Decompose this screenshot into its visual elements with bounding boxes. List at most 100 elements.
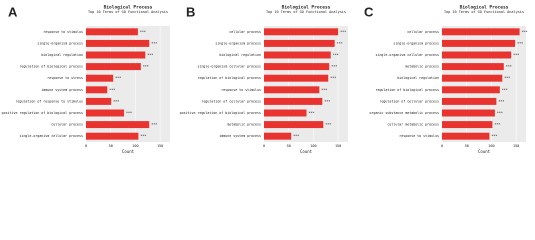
bar <box>264 132 292 140</box>
significance-marker: *** <box>113 99 119 103</box>
bar <box>442 39 516 47</box>
x-tick-label: 150 <box>513 144 519 148</box>
bar <box>264 86 320 94</box>
significance-marker: *** <box>498 99 504 103</box>
bar <box>264 39 335 47</box>
x-tick-label: 50 <box>287 144 291 148</box>
y-tick-label: biological regulation <box>397 76 439 80</box>
y-tick-label: response to stimulus <box>43 30 83 34</box>
chart-subtitle: Top 10 Terms of GO Functional Analysis <box>444 10 524 14</box>
bar <box>442 121 493 129</box>
significance-marker: *** <box>321 88 327 92</box>
y-tick-label: metabolic process <box>227 123 261 127</box>
x-tick-label: 0 <box>85 144 87 148</box>
y-tick-label: cellular process <box>229 30 261 34</box>
significance-marker: *** <box>308 111 314 115</box>
bar <box>442 97 497 105</box>
significance-marker: *** <box>147 53 153 57</box>
bar <box>442 74 503 82</box>
significance-marker: *** <box>126 111 132 115</box>
bar <box>86 121 150 129</box>
significance-marker: *** <box>513 53 519 57</box>
significance-marker: *** <box>140 30 146 34</box>
y-tick-label: cellular process <box>407 30 439 34</box>
significance-marker: *** <box>324 99 330 103</box>
significance-marker: *** <box>151 41 157 45</box>
bar <box>86 86 108 94</box>
y-tick-label: response to stimulus <box>399 134 439 138</box>
bar <box>86 28 138 36</box>
significance-marker: *** <box>151 123 157 127</box>
y-tick-label: regulation of biological process <box>19 65 83 69</box>
bar <box>442 51 512 59</box>
significance-marker: *** <box>494 123 500 127</box>
y-tick-label: organic substance metabolic process <box>370 111 439 115</box>
y-tick-label: biological regulation <box>219 53 261 57</box>
x-tick-label: 100 <box>310 144 316 148</box>
significance-marker: *** <box>491 134 497 138</box>
y-tick-label: response to stress <box>47 76 83 80</box>
y-tick-label: regulation of response to stimulus <box>16 99 84 103</box>
x-axis-label: Count <box>478 149 491 154</box>
y-tick-label: single-organism cellular process <box>19 134 83 138</box>
significance-marker: *** <box>140 134 146 138</box>
significance-marker: *** <box>522 30 528 34</box>
y-tick-label: immune system process <box>41 88 83 92</box>
bar <box>442 86 500 94</box>
y-tick-label: single-organism cellular process <box>197 65 261 69</box>
chart-subtitle: Top 10 Terms of GO Functional Analysis <box>266 10 346 14</box>
panel-label: C <box>364 4 374 19</box>
significance-marker: *** <box>325 123 331 127</box>
chart-subtitle: Top 10 Terms of GO Functional Analysis <box>88 10 168 14</box>
significance-marker: *** <box>143 65 149 69</box>
significance-marker: *** <box>506 65 512 69</box>
bar <box>86 74 114 82</box>
bar <box>86 39 150 47</box>
y-tick-label: regulation of biological process <box>197 76 261 80</box>
y-tick-label: single-organism process <box>37 41 83 45</box>
chart-title: Biological Process <box>104 5 153 11</box>
chart-title: Biological Process <box>282 5 331 11</box>
bar <box>86 97 112 105</box>
bar <box>86 51 146 59</box>
y-tick-label: single-organism process <box>215 41 261 45</box>
y-tick-label: regulation of cellular process <box>201 99 261 103</box>
bar <box>264 121 324 129</box>
y-tick-label: single-organism process <box>393 41 439 45</box>
bar <box>442 63 504 71</box>
bar <box>264 51 331 59</box>
bar <box>86 132 139 140</box>
significance-marker: *** <box>502 88 508 92</box>
y-tick-label: positive regulation of biological proces… <box>180 111 261 115</box>
y-tick-label: cellular metabolic process <box>387 123 439 127</box>
significance-marker: *** <box>504 76 510 80</box>
x-tick-label: 0 <box>263 144 265 148</box>
significance-marker: *** <box>330 76 336 80</box>
y-tick-label: positive regulation of biological proces… <box>2 111 83 115</box>
y-tick-label: cellular process <box>51 123 83 127</box>
significance-marker: *** <box>333 53 339 57</box>
panel-label: B <box>186 4 195 19</box>
significance-marker: *** <box>115 76 121 80</box>
x-tick-label: 100 <box>488 144 494 148</box>
bar <box>442 132 490 140</box>
significance-marker: *** <box>109 88 115 92</box>
significance-marker: *** <box>331 65 337 69</box>
significance-marker: *** <box>517 41 523 45</box>
bar <box>264 63 330 71</box>
significance-marker: *** <box>497 111 503 115</box>
bar <box>442 109 495 117</box>
bar <box>264 97 323 105</box>
x-tick-label: 100 <box>132 144 138 148</box>
y-tick-label: regulation of biological process <box>375 88 439 92</box>
x-tick-label: 150 <box>157 144 163 148</box>
panel-label: A <box>8 4 18 19</box>
x-tick-label: 150 <box>335 144 341 148</box>
x-tick-label: 50 <box>109 144 113 148</box>
y-tick-label: single-organism cellular process <box>375 53 439 57</box>
y-tick-label: biological regulation <box>41 53 83 57</box>
chart-title: Biological Process <box>460 5 509 11</box>
y-tick-label: regulation of cellular process <box>379 99 439 103</box>
bar <box>264 74 329 82</box>
